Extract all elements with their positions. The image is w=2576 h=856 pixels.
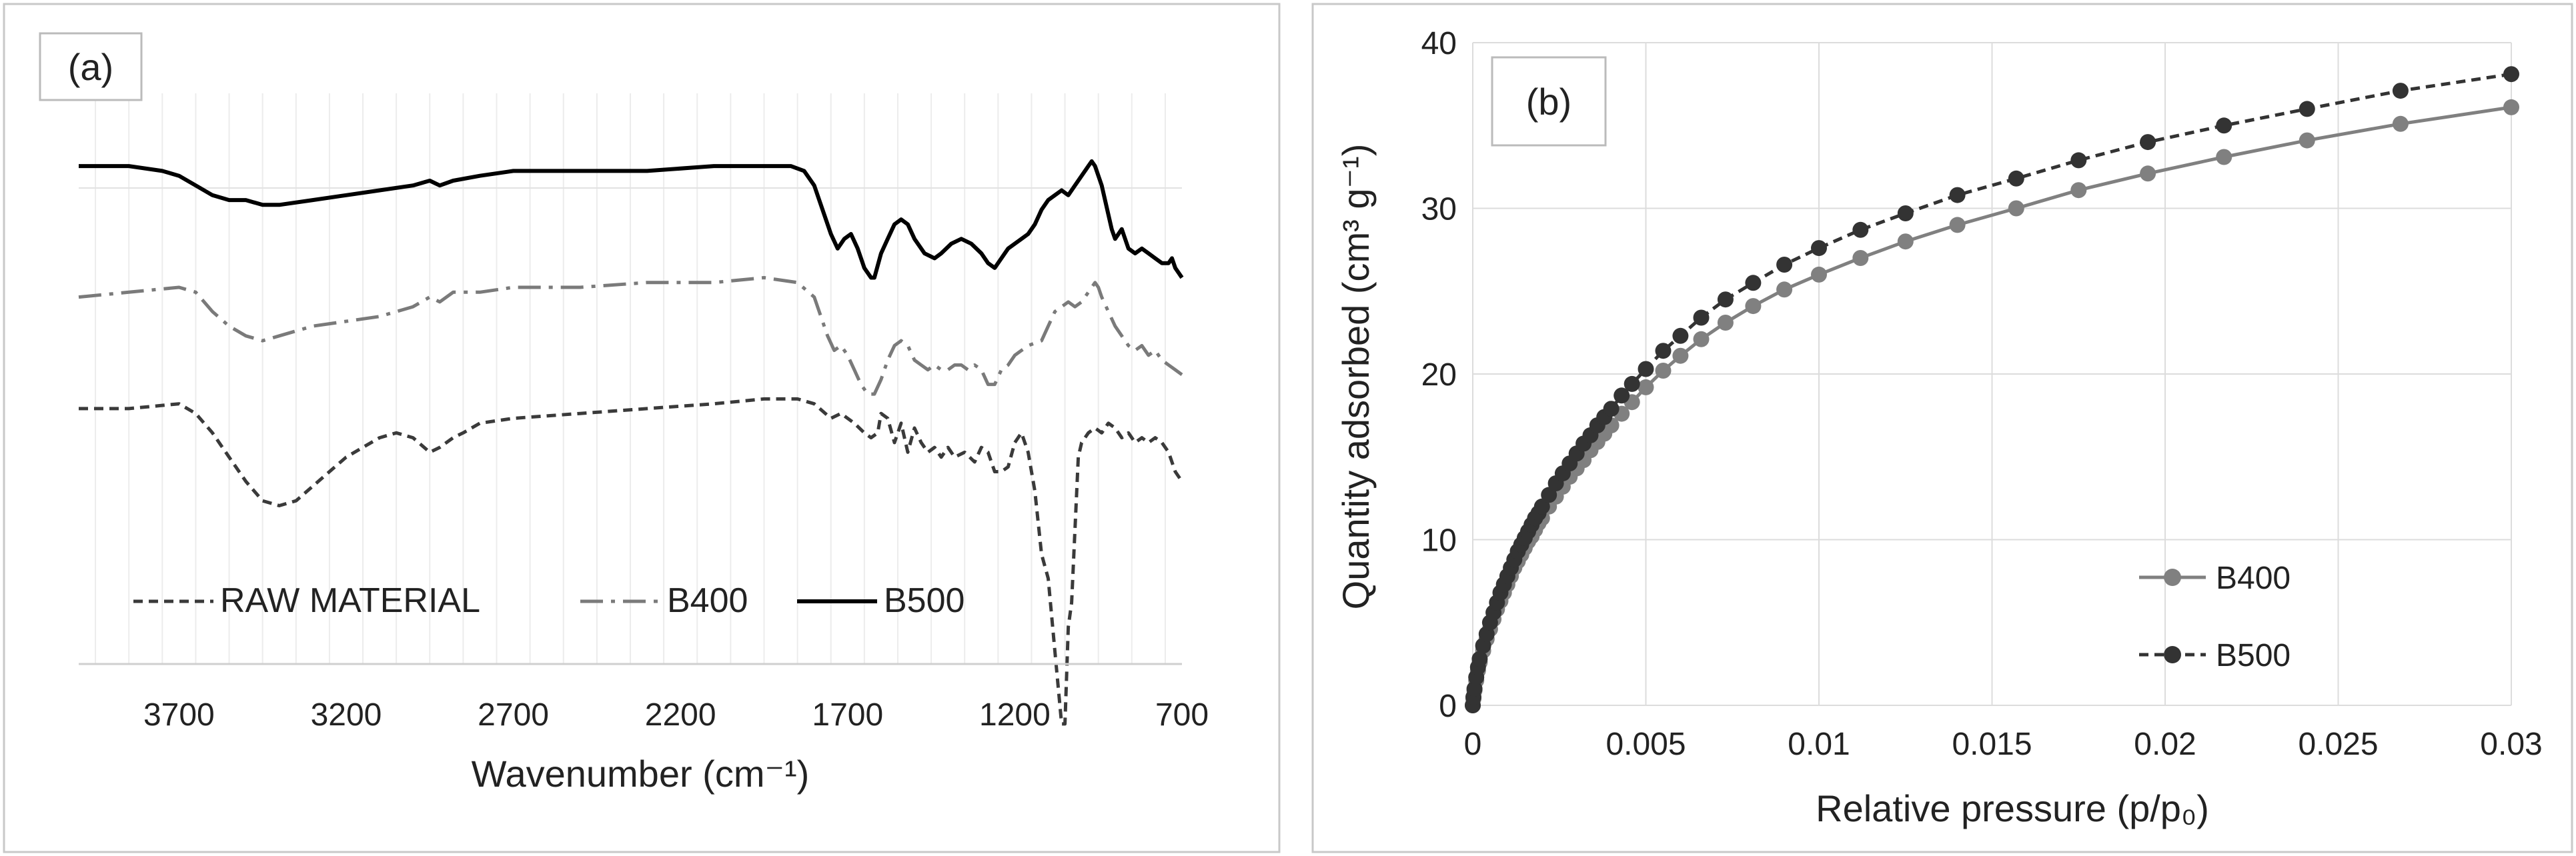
data-point-b500 [1693,309,1710,326]
series-line-b400 [78,276,1183,396]
data-point-b500 [1811,240,1827,257]
y-axis-title: Quantity adsorbed (cm³ g⁻¹) [1335,144,1377,610]
panel-label: (a) [68,46,113,88]
legend: RAW MATERIAL B400 B500 [133,581,964,620]
panel-label: (b) [1526,81,1571,123]
x-tick-label: 2700 [478,697,549,733]
legend-label: B400 [667,581,748,620]
data-point-b500 [1541,487,1557,503]
x-tick-labels: 0 0.005 0.01 0.015 0.02 0.025 0.03 [1464,727,2543,762]
data-point-b500 [1655,343,1672,359]
x-tick-label: 0.02 [2134,727,2196,762]
data-point-b400 [1638,379,1654,395]
legend-marker [2164,646,2181,663]
data-point-b400 [1776,281,1793,298]
data-point-b500 [1745,275,1762,291]
y-tick-label: 30 [1421,192,1457,227]
data-point-b500 [1603,401,1620,417]
data-point-b400 [2216,149,2232,165]
x-tick-label: 0.005 [1605,727,1686,762]
data-point-b500 [1624,375,1640,392]
spectra-series [78,159,1184,726]
data-point-b500 [2299,101,2315,117]
data-point-b500 [1614,387,1630,404]
y-tick-label: 0 [1439,689,1457,724]
data-point-b500 [1533,498,1550,515]
data-point-b500 [1717,291,1734,308]
x-tick-label: 0.03 [2480,727,2542,762]
data-point-b400 [1949,217,1966,233]
x-tick-label: 2200 [645,697,716,733]
x-tick-label: 0 [1464,727,1482,762]
x-tick-label: 700 [1155,697,1209,733]
data-point-b400 [2299,132,2315,149]
data-point-b400 [1852,250,1869,266]
x-axis-title: Relative pressure (p/p₀) [1816,787,2209,829]
legend: B400 B500 [2139,561,2291,673]
ftir-chart: 3700 3200 2700 2200 1700 1200 700 Wavenumber (… [3,3,1281,853]
isotherm-chart: 0 0.005 0.01 0.015 0.02 0.025 0.03 0 10 20 30 40 R… [1311,3,2573,853]
x-tick-label: 0.025 [2298,727,2378,762]
data-point-b400 [2070,182,2087,199]
data-point-b500 [2392,83,2409,99]
data-point-b400 [1672,347,1689,364]
data-point-b400 [1897,233,1914,250]
data-point-b400 [2392,115,2409,132]
data-point-b500 [2216,117,2232,134]
x-tick-label: 1700 [812,697,883,733]
data-point-b500 [1776,257,1793,273]
panel-b: 0 0.005 0.01 0.015 0.02 0.025 0.03 0 10 20 30 40 R… [1309,0,2576,856]
legend-label: B400 [2216,561,2291,596]
data-point-b400 [1717,315,1734,331]
legend-label: B500 [884,581,964,620]
x-tick-label: 1200 [979,697,1051,733]
y-tick-labels: 0 10 20 30 40 [1421,26,1457,724]
data-point-b500 [1638,361,1654,377]
y-tick-label: 40 [1421,26,1457,61]
data-point-b400 [1693,331,1710,347]
data-point-b500 [1471,651,1488,667]
data-point-b500 [1949,187,1966,203]
data-point-b500 [1897,205,1914,221]
series-line-b500 [79,159,1184,280]
series-line-raw-material [79,397,1184,726]
legend-label: RAW MATERIAL [220,581,480,620]
panel-label-box [1491,56,1607,147]
x-tick-label: 3200 [311,697,382,733]
data-point-b500 [1852,221,1869,238]
x-tick-labels: 3700 3200 2700 2200 1700 1200 700 [143,697,1209,733]
data-point-b500 [2140,134,2156,151]
isotherm-series [1465,66,2519,713]
data-point-b400 [2008,200,2024,217]
data-point-b500 [2008,170,2024,187]
y-tick-label: 20 [1421,357,1457,393]
x-axis-title: Wavenumber (cm⁻¹) [472,753,810,795]
data-point-b400 [1745,298,1762,315]
x-tick-label: 3700 [143,697,215,733]
y-tick-label: 10 [1421,523,1457,559]
data-point-b400 [1811,266,1827,283]
data-point-b500 [2070,152,2087,169]
x-tick-label: 0.01 [1788,727,1850,762]
panel-label-box [39,32,143,101]
legend-marker [2164,569,2181,586]
data-point-b400 [1655,363,1672,379]
data-point-b400 [2140,165,2156,182]
data-point-b500 [1672,327,1689,344]
panel-a: 3700 3200 2700 2200 1700 1200 700 Wavenumber (… [0,0,1287,856]
x-tick-label: 0.015 [1952,727,2032,762]
data-point-b500 [2503,66,2519,83]
data-point-b400 [2503,99,2519,115]
legend-label: B500 [2216,638,2291,673]
